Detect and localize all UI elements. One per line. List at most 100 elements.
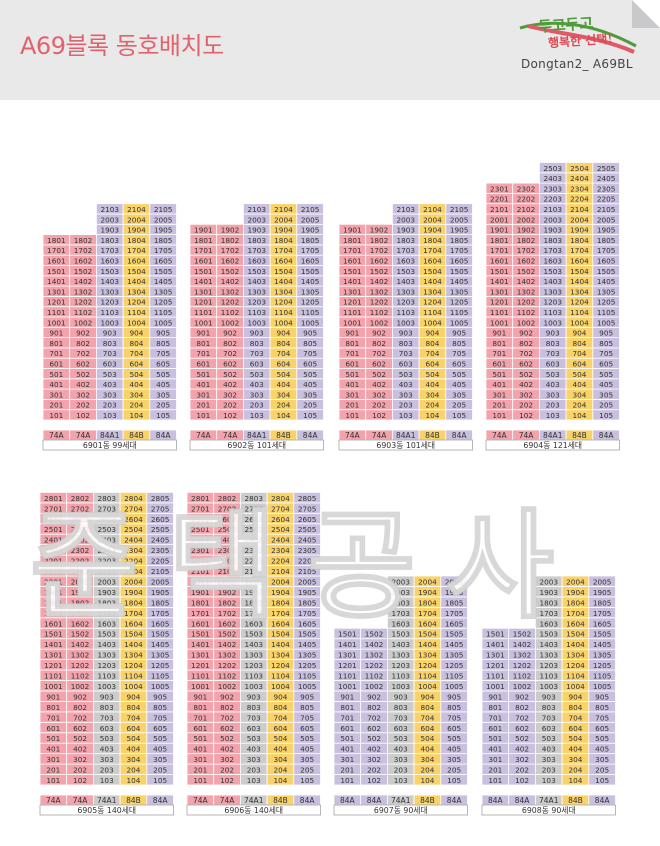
unit-number: 2804 bbox=[271, 494, 290, 503]
unit-number: 1804 bbox=[271, 598, 290, 607]
unit-number: 703 bbox=[394, 713, 408, 722]
unit-number: 1103 bbox=[247, 308, 266, 317]
unit-cell bbox=[592, 162, 620, 174]
unit-number: 101 bbox=[193, 776, 207, 785]
unit-number: 905 bbox=[599, 329, 613, 338]
unit-number: 1205 bbox=[301, 298, 320, 307]
unit-number: 703 bbox=[103, 349, 117, 358]
unit-number: 505 bbox=[300, 734, 314, 743]
unit-number: 701 bbox=[488, 713, 502, 722]
unit-number: 1702 bbox=[370, 246, 389, 255]
unit-number: 501 bbox=[49, 370, 63, 379]
unit-number: 405 bbox=[303, 380, 317, 389]
unit-number: 204 bbox=[276, 401, 290, 410]
unit-number: 2704 bbox=[124, 504, 143, 513]
unit-number: 1305 bbox=[445, 651, 464, 660]
unit-number: 301 bbox=[345, 390, 359, 399]
unit-number: 701 bbox=[196, 349, 210, 358]
unit-number: 1004 bbox=[124, 682, 143, 691]
unit-type-label: 74A bbox=[345, 431, 361, 440]
unit-number: 2103 bbox=[543, 205, 562, 214]
unit-number: 2101 bbox=[44, 567, 63, 576]
page-title: A69블록 동호배치도 bbox=[20, 32, 224, 60]
unit-number: 1502 bbox=[513, 630, 532, 639]
unit-number: 1701 bbox=[47, 246, 66, 255]
unit-number: 405 bbox=[153, 745, 167, 754]
unit-type-label: 84A bbox=[300, 796, 316, 805]
unit-number: 602 bbox=[515, 724, 529, 733]
building-caption: 6906동 140세대 bbox=[224, 806, 283, 815]
unit-number: 702 bbox=[367, 713, 381, 722]
unit-number: 1902 bbox=[218, 588, 237, 597]
unit-number: 1003 bbox=[97, 682, 116, 691]
unit-type-label: 84B bbox=[572, 431, 587, 440]
unit-number: 1005 bbox=[593, 682, 612, 691]
unit-number: 302 bbox=[519, 390, 533, 399]
unit-number: 802 bbox=[73, 703, 87, 712]
unit-number: 604 bbox=[129, 360, 143, 369]
unit-number: 403 bbox=[542, 745, 556, 754]
unit-number: 1402 bbox=[71, 640, 90, 649]
unit-number: 703 bbox=[546, 349, 560, 358]
unit-number: 1701 bbox=[343, 246, 362, 255]
unit-number: 1605 bbox=[593, 619, 612, 628]
unit-number: 505 bbox=[595, 734, 609, 743]
unit-type-label: 84B bbox=[425, 431, 440, 440]
unit-number: 2101 bbox=[191, 567, 210, 576]
unit-number: 1102 bbox=[370, 308, 389, 317]
unit-number: 1004 bbox=[418, 682, 437, 691]
unit-number: 501 bbox=[196, 370, 210, 379]
unit-number: 2104 bbox=[423, 205, 442, 214]
unit-number: 303 bbox=[247, 755, 261, 764]
unit-number: 1802 bbox=[74, 236, 93, 245]
unit-number: 1203 bbox=[539, 661, 558, 670]
unit-type-label: 84A bbox=[515, 796, 531, 805]
unit-number: 1704 bbox=[570, 246, 589, 255]
unit-number: 305 bbox=[599, 390, 613, 399]
unit-number: 802 bbox=[367, 703, 381, 712]
unit-number: 204 bbox=[568, 766, 582, 775]
unit-number: 1102 bbox=[365, 672, 384, 681]
unit-number: 202 bbox=[76, 401, 90, 410]
building-caption: 6904동 121세대 bbox=[523, 441, 582, 450]
unit-number: 1304 bbox=[418, 651, 437, 660]
unit-number: 302 bbox=[220, 755, 234, 764]
unit-number: 504 bbox=[572, 370, 586, 379]
unit-number: 1305 bbox=[301, 287, 320, 296]
unit-number: 604 bbox=[420, 724, 434, 733]
unit-number: 1205 bbox=[593, 661, 612, 670]
unit-number: 2805 bbox=[298, 494, 317, 503]
unit-number: 1105 bbox=[450, 308, 469, 317]
unit-number: 2801 bbox=[191, 494, 210, 503]
unit-number: 2005 bbox=[593, 577, 612, 586]
unit-number: 202 bbox=[519, 401, 533, 410]
unit-number: 604 bbox=[568, 724, 582, 733]
unit-number: 903 bbox=[546, 329, 560, 338]
unit-number: 1404 bbox=[418, 640, 437, 649]
unit-number: 103 bbox=[247, 776, 261, 785]
unit-number: 403 bbox=[399, 380, 413, 389]
unit-number: 1504 bbox=[566, 630, 585, 639]
unit-number: 2304 bbox=[124, 546, 143, 555]
unit-number: 101 bbox=[46, 776, 60, 785]
unit-number: 2801 bbox=[44, 494, 63, 503]
unit-number: 702 bbox=[519, 349, 533, 358]
unit-number: 1602 bbox=[221, 257, 240, 266]
unit-number: 2701 bbox=[191, 504, 210, 513]
unit-number: 503 bbox=[100, 734, 114, 743]
unit-number: 1505 bbox=[154, 267, 173, 276]
unit-number: 1905 bbox=[593, 588, 612, 597]
unit-number: 805 bbox=[153, 703, 167, 712]
unit-number: 205 bbox=[156, 401, 170, 410]
unit-number: 104 bbox=[425, 411, 439, 420]
unit-number: 701 bbox=[492, 349, 506, 358]
unit-number: 403 bbox=[247, 745, 261, 754]
unit-number: 1202 bbox=[221, 298, 240, 307]
unit-number: 1102 bbox=[517, 308, 536, 317]
unit-number: 602 bbox=[519, 360, 533, 369]
building-caption-box bbox=[39, 804, 174, 816]
building-7: 1012013014015016017018019011001110112011… bbox=[333, 575, 468, 816]
unit-number: 2802 bbox=[71, 494, 90, 503]
unit-number: 2302 bbox=[71, 546, 90, 555]
unit-number: 403 bbox=[546, 380, 560, 389]
